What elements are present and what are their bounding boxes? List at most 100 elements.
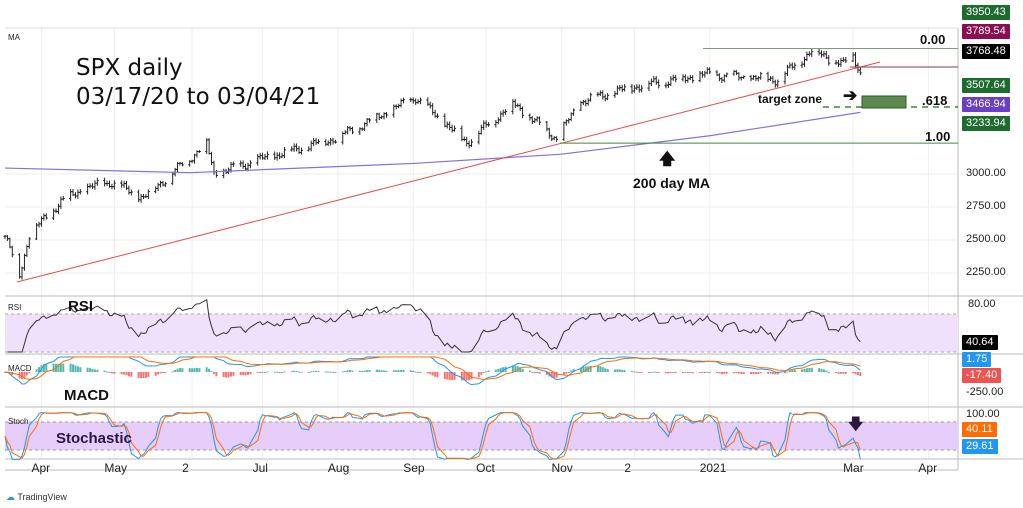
macd-hist-bar bbox=[801, 369, 804, 372]
rsi-label: RSI bbox=[8, 303, 22, 312]
macd-hist-bar bbox=[854, 372, 857, 375]
macd-hist-bar bbox=[689, 372, 692, 373]
macd-label: MACD bbox=[8, 364, 32, 373]
macd-hist-bar bbox=[533, 372, 536, 373]
macd-hist-bar bbox=[171, 371, 174, 373]
macd-hist-bar bbox=[669, 372, 672, 374]
macd-hist-bar bbox=[59, 363, 62, 372]
macd-hist-bar bbox=[497, 368, 500, 372]
macd-hist-bar bbox=[62, 363, 65, 372]
macd-hist-bar bbox=[23, 372, 26, 378]
macd-hist-bar bbox=[380, 370, 383, 372]
macd-hist-bar bbox=[290, 371, 293, 373]
x-tick-label: Aug bbox=[327, 461, 350, 475]
macd-hist-bar bbox=[470, 372, 473, 380]
macd-hist-bar bbox=[691, 372, 694, 374]
macd-hist-bar bbox=[808, 367, 811, 372]
macd-hist-bar bbox=[742, 372, 745, 374]
macd-hist-bar bbox=[647, 372, 650, 373]
macd-hist-bar bbox=[618, 369, 621, 372]
macd-hist-bar bbox=[414, 371, 417, 373]
y-tick-label: 2750.00 bbox=[966, 200, 1006, 212]
macd-hist-bar bbox=[242, 372, 245, 376]
macd-hist-bar bbox=[621, 369, 624, 372]
macd-hist-bar bbox=[283, 371, 286, 373]
macd-hist-bar bbox=[210, 371, 213, 373]
macd-hist-bar bbox=[623, 370, 626, 372]
macd-hist-bar bbox=[256, 372, 259, 374]
price-label: 3768.48 bbox=[962, 44, 1010, 59]
macd-hist-bar bbox=[740, 372, 743, 374]
macd-hist-bar bbox=[482, 372, 485, 373]
stoch-title: Stochastic bbox=[56, 430, 132, 447]
macd-hist-bar bbox=[181, 368, 184, 372]
macd-hist-bar bbox=[361, 371, 364, 373]
macd-hist-bar bbox=[443, 372, 446, 380]
tradingview-logo[interactable]: ☁ TradingView bbox=[6, 492, 67, 503]
macd-hist-bar bbox=[38, 367, 41, 372]
macd-hist-bar bbox=[93, 369, 96, 372]
macd-hist-bar bbox=[341, 371, 344, 373]
macd-hist-bar bbox=[769, 372, 772, 374]
macd-hist-bar bbox=[859, 372, 862, 376]
macd-hist-bar bbox=[567, 372, 570, 373]
macd-hist-bar bbox=[57, 363, 60, 372]
macd-hist-bar bbox=[822, 369, 825, 372]
macd-hist-bar bbox=[79, 367, 82, 372]
macd-hist-bar bbox=[205, 367, 208, 372]
macd-hist-bar bbox=[565, 372, 568, 374]
macd-hist-bar bbox=[754, 372, 757, 375]
macd-hist-bar bbox=[106, 371, 109, 373]
y-tick-label: 2500.00 bbox=[966, 233, 1006, 245]
macd-hist-bar bbox=[431, 372, 434, 376]
target-zone-box bbox=[861, 95, 907, 109]
macd-hist-bar bbox=[324, 371, 327, 373]
macd-hist-bar bbox=[759, 372, 762, 374]
macd-hist-bar bbox=[419, 372, 422, 373]
macd-hist-bar bbox=[536, 372, 539, 374]
macd-hist-bar bbox=[142, 372, 145, 379]
macd-hist-bar bbox=[596, 365, 599, 372]
price-label: 3466.94 bbox=[962, 97, 1010, 112]
x-tick-label: May bbox=[104, 461, 128, 475]
macd-hist-bar bbox=[363, 370, 366, 372]
macd-hist-bar bbox=[225, 372, 228, 378]
macd-hist-bar bbox=[708, 371, 711, 373]
fib-618: .618 bbox=[922, 93, 948, 108]
macd-hist-bar bbox=[480, 372, 483, 375]
macd-hist-bar bbox=[453, 372, 456, 380]
macd-hist-bar bbox=[725, 372, 728, 374]
macd-hist-bar bbox=[329, 371, 332, 373]
macd-hist-bar bbox=[791, 369, 794, 372]
macd-hist-bar bbox=[582, 366, 585, 372]
rsi-line bbox=[7, 298, 861, 353]
macd-hist-bar bbox=[499, 367, 502, 372]
macd-hist-bar bbox=[735, 372, 738, 374]
macd-hist-bar bbox=[157, 372, 160, 375]
macd-hist-bar bbox=[159, 372, 162, 374]
chart-title: SPX daily bbox=[76, 55, 183, 81]
y-tick-label: 2250.00 bbox=[966, 266, 1006, 278]
macd-hist-bar bbox=[750, 372, 753, 375]
x-tick-label: Jul bbox=[252, 461, 268, 475]
x-tick-label: Mar bbox=[843, 461, 864, 475]
macd-hist-bar bbox=[344, 370, 347, 372]
macd-hist-bar bbox=[378, 369, 381, 372]
macd-hist-bar bbox=[553, 372, 556, 378]
macd-hist-bar bbox=[465, 372, 468, 381]
macd-hist-bar bbox=[550, 372, 553, 378]
trend-line bbox=[16, 61, 881, 283]
macd-hist-bar bbox=[856, 372, 859, 376]
macd-hist-bar bbox=[397, 370, 400, 372]
macd-hist-bar bbox=[723, 372, 726, 375]
macd-hist-bar bbox=[633, 371, 636, 373]
fib-0: 0.00 bbox=[920, 32, 946, 47]
macd-hist-bar bbox=[161, 372, 164, 374]
stoch-d-label: 40.11 bbox=[962, 422, 997, 437]
macd-hist-bar bbox=[570, 370, 573, 372]
macd-hist-bar bbox=[310, 371, 313, 373]
macd-hist-bar bbox=[108, 372, 111, 373]
macd-hist-bar bbox=[842, 372, 845, 374]
macd-hist-bar bbox=[188, 368, 191, 372]
